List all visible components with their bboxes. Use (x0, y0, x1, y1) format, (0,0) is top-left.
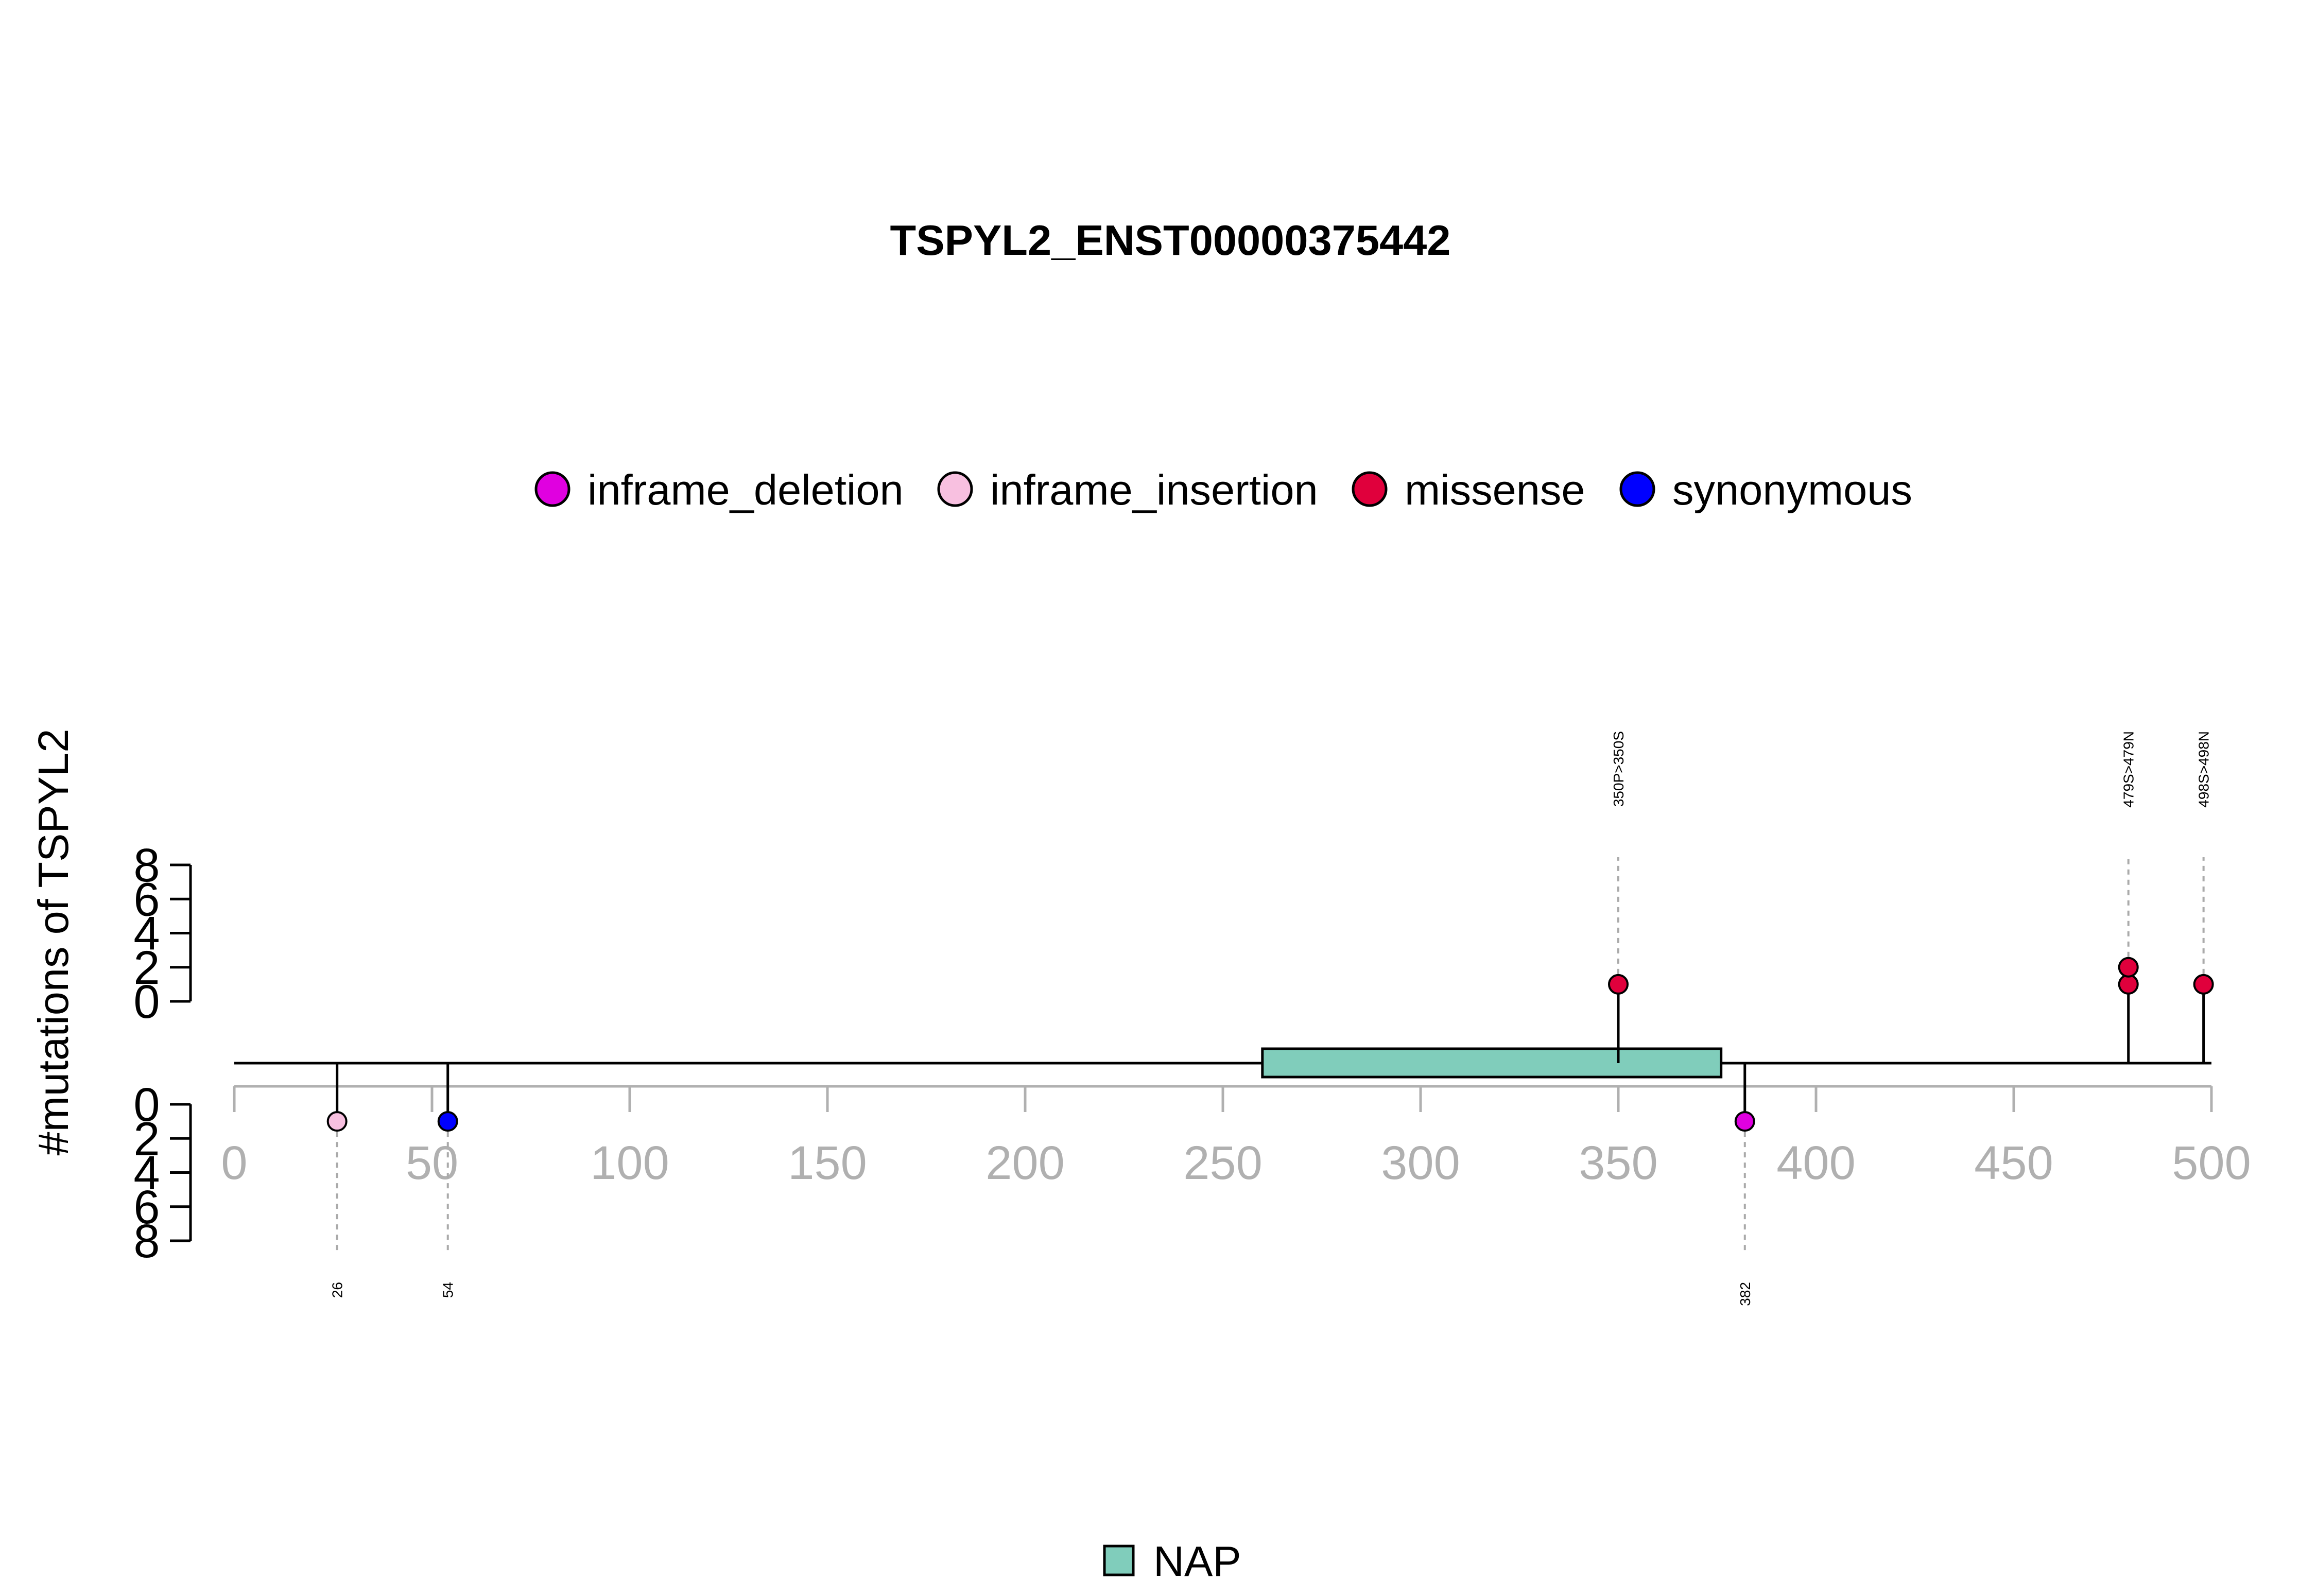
mutation-label: 382 (1737, 1282, 1753, 1306)
y-axis-label: #mutations of TSPYL2 (29, 729, 77, 1156)
mutations-bottom: 26 54 382 (326, 1063, 1755, 1306)
legend-label: synonymous (1672, 466, 1912, 514)
legend-marker (937, 471, 973, 507)
mutation-label: 479S>479N (2121, 731, 2137, 808)
mutations-top: 350P>350S 479S>479N 498S>498N (1608, 731, 2214, 1063)
mutation-label: 498S>498N (2196, 731, 2212, 808)
y-tick-label: 6 (133, 1181, 160, 1234)
domains (1261, 1047, 1723, 1079)
mutation-label: 350P>350S (1611, 731, 1627, 807)
mutation-point (326, 1111, 348, 1132)
y-tick-label: 8 (133, 1215, 160, 1268)
x-tick-label: 350 (1579, 1137, 1658, 1189)
mutation-label: 54 (440, 1282, 456, 1298)
mutation-point (1734, 1111, 1755, 1132)
x-tick-label: 200 (985, 1137, 1065, 1189)
mutation-point (2118, 957, 2139, 978)
y-tick-label: 8 (133, 839, 160, 892)
mutation-point (2118, 974, 2139, 995)
mutation-point (437, 1111, 458, 1132)
y-tick-label: 2 (133, 1113, 160, 1165)
domain-legend-swatch (1103, 1545, 1135, 1576)
legend-label: missense (1405, 466, 1585, 514)
domain-legend: NAP (1103, 1537, 1241, 1585)
domain-legend-label: NAP (1153, 1537, 1241, 1585)
x-axis: 0 50 100 150 200 250 300 350 400 450 500 (221, 1085, 2251, 1189)
chart-title: TSPYL2_ENST00000375442 (890, 216, 1451, 264)
y-tick-label: 0 (133, 1079, 160, 1131)
x-tick-label: 150 (788, 1137, 867, 1189)
legend-marker (1619, 471, 1655, 507)
x-tick-label: 300 (1381, 1137, 1460, 1189)
y-tick-label: 4 (133, 1147, 160, 1200)
legend-label: inframe_insertion (990, 466, 1318, 514)
y-tick-label: 0 (133, 976, 160, 1028)
mutation-label: 26 (330, 1282, 345, 1298)
legend-marker (534, 471, 570, 507)
y-tick-label: 4 (133, 908, 160, 960)
legend: inframe_deletion inframe_insertion missens… (534, 466, 1912, 514)
mutation-point (1608, 974, 1629, 995)
x-tick-label: 500 (2172, 1137, 2251, 1189)
x-tick-label: 450 (1974, 1137, 2053, 1189)
domain-box (1261, 1047, 1723, 1079)
legend-label: inframe_deletion (587, 466, 904, 514)
x-tick-label: 50 (406, 1137, 458, 1189)
mutation-point (2193, 974, 2214, 995)
x-tick-label: 250 (1183, 1137, 1263, 1189)
x-tick-label: 0 (221, 1137, 247, 1189)
x-tick-label: 100 (590, 1137, 669, 1189)
x-tick-label: 400 (1776, 1137, 1856, 1189)
y-tick-label: 2 (133, 942, 160, 994)
legend-marker (1352, 471, 1388, 507)
y-tick-label: 6 (133, 873, 160, 926)
